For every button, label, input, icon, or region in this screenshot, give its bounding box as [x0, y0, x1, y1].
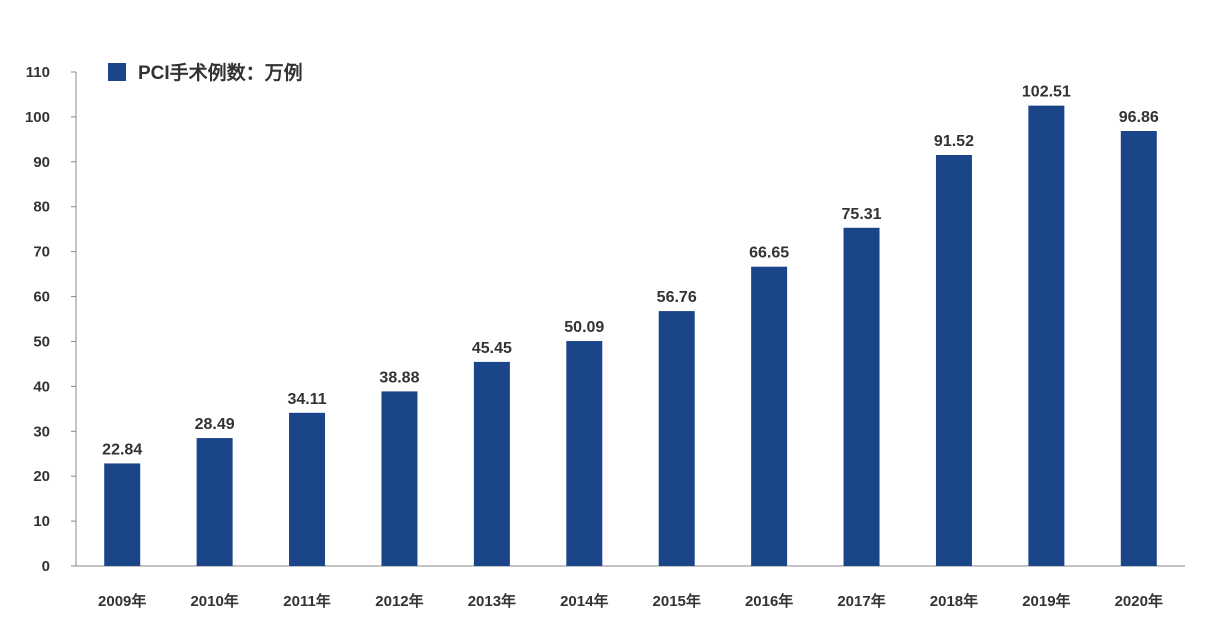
bar — [104, 463, 141, 566]
data-label: 45.45 — [472, 340, 512, 357]
data-label: 56.76 — [657, 289, 697, 306]
y-tick-label: 0 — [42, 558, 50, 575]
y-tick-label: 50 — [33, 333, 50, 350]
data-label: 102.51 — [1022, 84, 1071, 101]
y-tick-label: 90 — [33, 154, 50, 171]
bar — [1120, 131, 1157, 566]
x-tick-label: 2015年 — [653, 592, 701, 610]
y-tick-label: 10 — [33, 513, 50, 530]
legend-swatch — [108, 63, 126, 81]
bar — [473, 361, 510, 566]
data-label: 50.09 — [564, 319, 604, 336]
x-tick-label: 2014年 — [560, 592, 608, 610]
data-label: 96.86 — [1119, 109, 1159, 126]
y-axis: 0 10 20 30 40 50 60 70 80 90 100 110 — [25, 64, 77, 575]
x-tick-label: 2009年 — [98, 592, 146, 610]
bar — [658, 311, 695, 566]
bar — [196, 438, 233, 566]
bar — [1028, 105, 1065, 567]
y-tick-label: 110 — [26, 64, 50, 81]
bar — [751, 266, 788, 566]
x-tick-label: 2019年 — [1022, 592, 1070, 610]
data-label: 75.31 — [842, 206, 882, 223]
y-tick-label: 40 — [33, 378, 50, 395]
bars — [104, 105, 1157, 567]
y-tick-label: 20 — [33, 468, 50, 485]
bar — [289, 412, 326, 566]
x-tick-label: 2010年 — [190, 592, 238, 610]
x-tick-label: 2016年 — [745, 592, 793, 610]
y-tick-label: 60 — [33, 289, 50, 306]
y-tick-label: 100 — [25, 109, 50, 126]
bar — [381, 391, 418, 566]
x-tick-label: 2017年 — [837, 592, 885, 610]
legend: PCI手术例数：万例 — [108, 61, 303, 84]
data-label: 34.11 — [287, 391, 326, 408]
x-tick-label: 2020年 — [1115, 592, 1163, 610]
x-tick-label: 2013年 — [468, 592, 516, 610]
y-tick-label: 30 — [33, 423, 50, 440]
data-label: 38.88 — [379, 369, 419, 386]
y-tick-label: 70 — [33, 244, 50, 261]
x-axis: 2009年 2010年 2011年 2012年 2013年 2014年 2015年 2016年… — [76, 565, 1185, 610]
data-labels: 22.84 28.49 34.11 38.88 45.45 50.09 56.76 66.65… — [102, 84, 1159, 459]
data-label: 22.84 — [102, 441, 142, 458]
data-label: 28.49 — [195, 416, 235, 433]
bar — [843, 227, 880, 566]
data-label: 66.65 — [749, 245, 789, 262]
bar — [566, 341, 603, 566]
data-label: 91.52 — [934, 133, 974, 150]
bar — [935, 154, 972, 566]
legend-label: PCI手术例数：万例 — [138, 61, 303, 84]
x-tick-label: 2012年 — [375, 592, 423, 610]
x-tick-label: 2011年 — [283, 592, 331, 610]
y-tick-label: 80 — [33, 199, 50, 216]
x-tick-label: 2018年 — [930, 592, 978, 610]
